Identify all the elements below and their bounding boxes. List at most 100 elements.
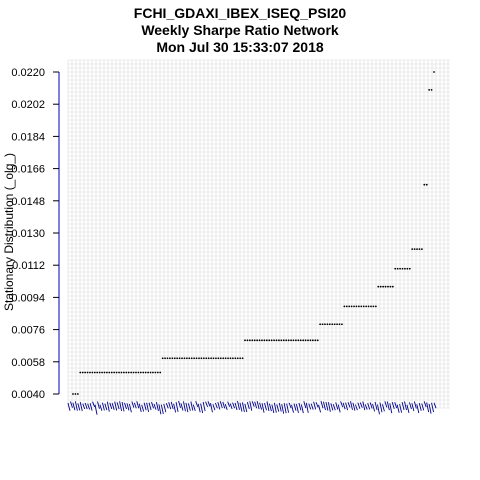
node-label [409, 402, 412, 410]
data-point [387, 285, 389, 288]
node-label [175, 401, 179, 412]
node-label [133, 402, 137, 409]
node-label [163, 403, 167, 413]
chart-title-line-3: Mon Jul 30 15:33:07 2018 [156, 39, 324, 55]
node-label [89, 403, 93, 411]
data-point [222, 357, 225, 360]
node-label [202, 401, 206, 412]
data-point [93, 371, 96, 374]
node-label [357, 402, 361, 409]
data-point [324, 323, 326, 326]
node-label [141, 404, 145, 412]
node-label [241, 402, 245, 413]
data-point [185, 357, 188, 360]
node-label [293, 403, 297, 411]
data-point [413, 248, 416, 251]
node-label [170, 401, 174, 409]
data-point [316, 339, 319, 342]
node-label [160, 404, 164, 415]
node-label [97, 401, 100, 409]
data-point [169, 357, 171, 360]
node-label [288, 402, 292, 409]
data-point [265, 339, 268, 342]
data-point [357, 305, 360, 308]
node-label [428, 403, 432, 414]
data-point [307, 339, 309, 342]
node-label [268, 403, 272, 412]
node-label [94, 404, 98, 415]
data-point [98, 371, 101, 374]
data-point [374, 305, 377, 308]
node-label [106, 401, 110, 412]
data-point [110, 371, 113, 374]
data-point [195, 357, 198, 360]
data-point [239, 357, 242, 360]
node-label [374, 401, 378, 411]
y-tick-label: 0.0058 [11, 357, 45, 369]
node-label [254, 401, 258, 409]
node-label [345, 402, 349, 411]
node-label [372, 403, 376, 412]
data-point [333, 323, 336, 326]
data-point [130, 371, 133, 374]
y-tick-label: 0.0148 [11, 196, 45, 208]
data-point [207, 357, 210, 360]
data-point [152, 371, 154, 374]
node-label [323, 401, 326, 411]
node-label [234, 402, 238, 411]
data-point [401, 267, 404, 270]
y-tick-label: 0.0094 [11, 292, 45, 304]
data-point [278, 339, 280, 342]
node-label [386, 401, 390, 411]
node-label [276, 404, 280, 412]
node-label [303, 401, 307, 409]
node-label [381, 404, 385, 412]
node-label [406, 404, 410, 413]
data-point [420, 248, 423, 251]
data-point [321, 323, 324, 326]
data-point [328, 323, 331, 326]
node-label [278, 402, 282, 412]
node-label [332, 404, 336, 411]
data-point [377, 285, 380, 288]
node-label [114, 401, 118, 411]
node-label [92, 401, 95, 408]
node-label [212, 404, 216, 411]
data-point [319, 323, 322, 326]
data-point [89, 371, 91, 374]
node-label [87, 403, 91, 410]
node-label [165, 403, 169, 409]
data-point [311, 339, 314, 342]
data-point [122, 371, 125, 374]
data-point [234, 357, 237, 360]
data-point [120, 371, 123, 374]
node-label [401, 401, 405, 411]
node-label [426, 402, 430, 413]
node-label [259, 402, 263, 410]
node-label [325, 401, 329, 411]
data-point [127, 371, 130, 374]
node-label [158, 404, 162, 415]
data-point [178, 357, 181, 360]
data-point [384, 285, 387, 288]
node-label [200, 403, 204, 414]
data-point [161, 357, 164, 360]
y-tick-label: 0.0220 [11, 67, 45, 79]
node-labels [67, 400, 437, 415]
data-point [331, 323, 334, 326]
data-point [418, 248, 421, 251]
data-point [304, 339, 307, 342]
node-label [192, 404, 196, 412]
node-label [222, 401, 226, 409]
data-point [280, 339, 283, 342]
data-point [253, 339, 256, 342]
node-label [187, 403, 191, 411]
node-label [399, 404, 403, 413]
data-point [406, 267, 409, 270]
node-label [224, 404, 228, 410]
data-point [149, 371, 152, 374]
data-point [125, 371, 128, 374]
data-point [166, 357, 169, 360]
node-label [320, 401, 324, 409]
